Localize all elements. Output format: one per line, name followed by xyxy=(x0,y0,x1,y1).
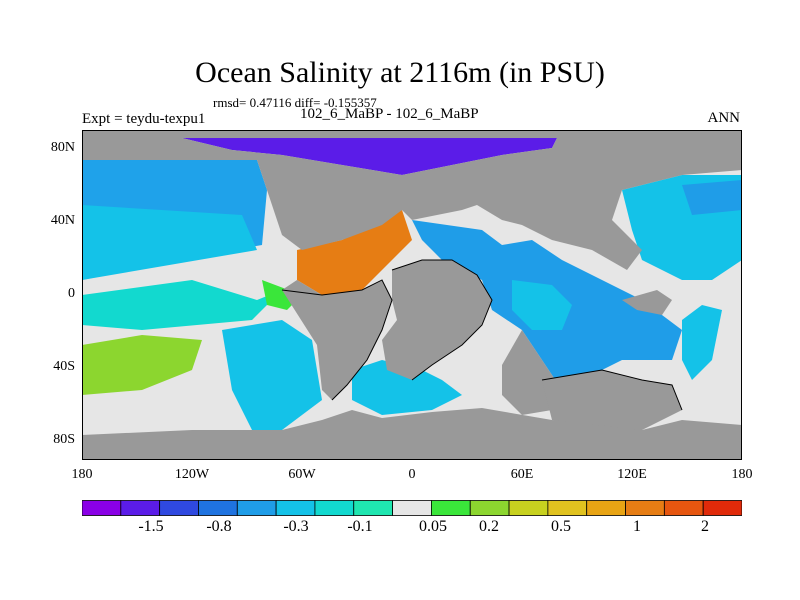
colorbar-swatch xyxy=(586,500,626,516)
lon-tick-180w: 180 xyxy=(71,467,93,482)
colorbar-swatch xyxy=(663,500,704,516)
colorbar-label: 0.5 xyxy=(551,518,571,535)
colorbar-swatch xyxy=(625,500,665,516)
colorbar-label: -0.8 xyxy=(206,518,232,535)
lat-tick-80n: 80N xyxy=(50,140,75,155)
east-island-landmass xyxy=(622,290,672,315)
colorbar-swatch xyxy=(508,500,549,516)
plot-title: Ocean Salinity at 2116m (in PSU) xyxy=(195,56,605,89)
colorbar-swatch xyxy=(392,500,432,516)
lat-tick-40n: 40N xyxy=(50,213,75,228)
southeast-pacific-field xyxy=(222,320,322,430)
coastlines xyxy=(281,259,683,411)
colorbar-swatch xyxy=(159,500,199,516)
arctic-field xyxy=(182,138,557,175)
lon-tick-120w: 120W xyxy=(174,467,210,482)
north-pacific-field-2 xyxy=(82,205,257,280)
lon-tick-60e: 60E xyxy=(510,467,534,482)
period-label: 102_6_MaBP - 102_6_MaBP xyxy=(300,106,479,122)
lat-tick-0: 0 xyxy=(68,286,75,301)
lon-tick-180e: 180 xyxy=(731,467,753,482)
north-east-field xyxy=(682,180,742,215)
lon-tick-120e: 120E xyxy=(617,467,647,482)
colorbar-label: -0.1 xyxy=(347,518,373,535)
colorbar-swatch xyxy=(275,500,316,516)
australia-landmass xyxy=(542,370,682,430)
colorbar xyxy=(82,500,742,516)
colorbar-label: 0.2 xyxy=(479,518,499,535)
colorbar-swatch xyxy=(120,500,161,516)
colorbar-label: -0.3 xyxy=(283,518,309,535)
season-label: ANN xyxy=(707,110,741,126)
experiment-label: Expt = teydu-texpu1 xyxy=(82,111,206,127)
antarctica-landmass xyxy=(82,408,742,460)
lon-tick-0: 0 xyxy=(408,467,416,482)
indian-ocean-field xyxy=(512,280,572,330)
colorbar-swatch xyxy=(82,500,122,516)
south-pacific-field xyxy=(82,335,202,395)
africa-landmass xyxy=(382,260,492,380)
colorbar-label: 2 xyxy=(701,518,709,535)
colorbar-swatch xyxy=(198,500,238,516)
lon-tick-60w: 60W xyxy=(288,467,316,482)
colorbar-swatch xyxy=(547,500,588,516)
southeast-field xyxy=(682,305,722,380)
colorbar-swatch xyxy=(469,500,510,516)
colorbar-swatch xyxy=(431,500,471,516)
colorbar-label: 0.05 xyxy=(419,518,447,535)
tethys-field xyxy=(297,210,412,295)
colorbar-swatch xyxy=(702,500,742,516)
colorbar-label: 1 xyxy=(633,518,641,535)
lat-tick-40s: 40S xyxy=(53,359,75,374)
salinity-map xyxy=(82,130,742,460)
south-atlantic-field xyxy=(352,360,462,415)
lat-tick-80s: 80S xyxy=(53,432,75,447)
colorbar-swatch xyxy=(236,500,277,516)
equatorial-pacific-field xyxy=(82,280,282,330)
rmsd-diff-stats: rmsd= 0.47116 diff= -0.155357 xyxy=(213,95,377,110)
colorbar-swatch xyxy=(314,500,355,516)
northern-landmass xyxy=(82,130,742,270)
colorbar-swatch xyxy=(353,500,393,516)
colorbar-label: -1.5 xyxy=(138,518,164,535)
map-frame xyxy=(82,130,742,460)
south-america-landmass xyxy=(282,280,392,400)
